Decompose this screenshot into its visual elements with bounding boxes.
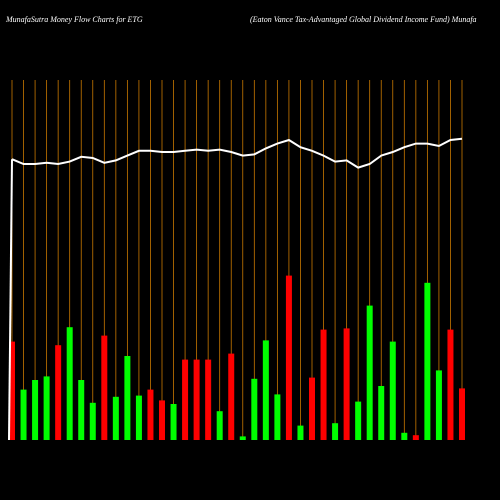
bar [66,327,73,440]
bar [170,404,177,440]
bar [55,345,62,440]
bar [343,328,350,440]
bar [193,359,200,440]
bar [216,411,223,440]
bar [147,389,154,440]
bar [182,359,189,440]
bar [159,400,165,440]
bar [32,380,39,440]
bar [378,386,385,440]
bar [285,275,292,440]
bar [262,340,269,440]
bar [447,329,454,440]
bar [297,425,304,440]
bar [424,282,431,440]
bar [389,341,396,440]
bar [124,356,131,440]
bar [101,335,108,440]
bar [205,359,212,440]
bar [43,376,50,440]
bar [401,432,408,440]
bar [309,377,315,440]
bar [320,329,327,440]
chart-title: MunafaSutra Money Flow Charts for ETG [5,15,143,24]
bar [412,435,419,440]
bar [135,395,142,440]
bar [459,388,465,440]
bar [366,305,373,440]
bar [274,394,281,440]
bar [112,396,119,440]
bar [89,402,96,440]
money-flow-line [11,137,463,169]
bar [9,341,15,440]
bar [228,353,235,440]
bar [20,389,27,440]
chart-subtitle: (Eaton Vance Tax-Advantaged Global Divid… [250,15,477,24]
line-lead [8,159,13,441]
bar [239,436,246,440]
bar [332,423,339,440]
bar [78,380,85,440]
bar [355,401,362,440]
bar [251,378,258,440]
bar [435,370,442,440]
